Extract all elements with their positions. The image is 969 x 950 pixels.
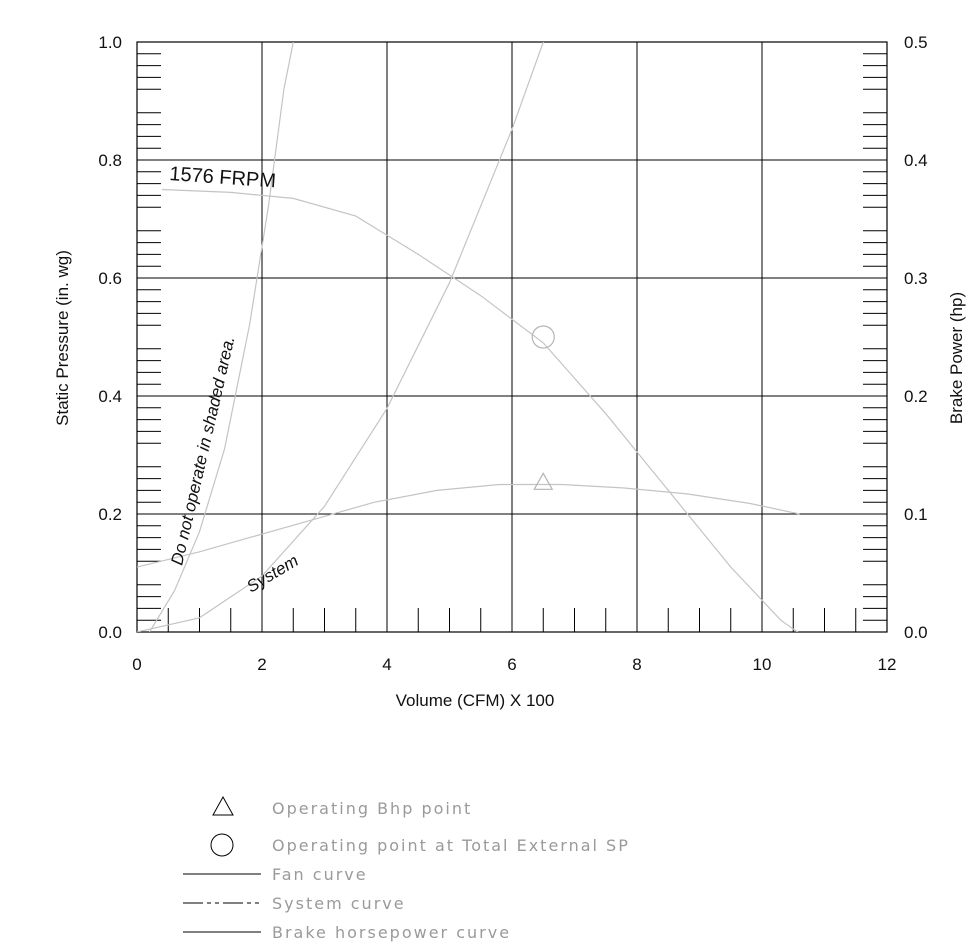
y-tick-label: 0.6 bbox=[98, 269, 122, 288]
legend-label-system-curve: System curve bbox=[272, 894, 406, 913]
fan-curve-label: 1576 FRPM bbox=[169, 163, 277, 192]
series-group bbox=[137, 42, 800, 632]
y2-tick-label: 0.2 bbox=[904, 387, 928, 406]
triangle-icon bbox=[212, 795, 234, 816]
y-tick-label: 0.8 bbox=[98, 151, 122, 170]
circle-icon bbox=[210, 833, 234, 857]
y2-tick-label: 0.1 bbox=[904, 505, 928, 524]
y-tick-label: 0.2 bbox=[98, 505, 122, 524]
y2-tick-label: 0.3 bbox=[904, 269, 928, 288]
x-tick-label: 8 bbox=[632, 655, 641, 674]
legend-label-fan-curve: Fan curve bbox=[272, 865, 368, 884]
y-axis-label: Static Pressure (in. wg) bbox=[53, 250, 72, 426]
operating-bhp-marker bbox=[533, 472, 554, 490]
tick-labels: 0 2 4 6 8 10 12 0.0 0.2 0.4 0.6 0.8 1.0 0.0 0.1 0.2 0.3 0… bbox=[98, 33, 927, 674]
shaded-area-warning: Do not operate in shaded area. bbox=[167, 334, 238, 567]
legend-label-operating-point: Operating point at Total External SP bbox=[272, 836, 630, 855]
y2-axis-label: Brake Power (hp) bbox=[947, 292, 966, 424]
minor-ticks bbox=[137, 53, 887, 632]
x-tick-label: 0 bbox=[132, 655, 141, 674]
y-tick-label: 0.4 bbox=[98, 387, 122, 406]
y2-tick-label: 0.5 bbox=[904, 33, 928, 52]
y2-tick-label: 0.0 bbox=[904, 623, 928, 642]
y-tick-label: 0.0 bbox=[98, 623, 122, 642]
x-tick-label: 12 bbox=[878, 655, 897, 674]
fan-curve-line bbox=[161, 188, 799, 632]
system-curve-line bbox=[137, 42, 544, 632]
x-tick-label: 6 bbox=[507, 655, 516, 674]
legend-label-bhp-curve: Brake horsepower curve bbox=[272, 923, 511, 942]
do-not-operate-boundary-line bbox=[148, 42, 294, 632]
x-tick-label: 10 bbox=[753, 655, 772, 674]
operating-point-marker bbox=[531, 325, 555, 349]
y-tick-label: 1.0 bbox=[98, 33, 122, 52]
x-tick-label: 4 bbox=[382, 655, 391, 674]
legend: Operating Bhp point Operating point at T… bbox=[183, 795, 630, 942]
x-tick-label: 2 bbox=[257, 655, 266, 674]
grid-layer bbox=[137, 42, 887, 632]
brake-horsepower-curve-line bbox=[137, 483, 800, 568]
legend-label-bhp-point: Operating Bhp point bbox=[272, 799, 472, 818]
x-axis-label: Volume (CFM) X 100 bbox=[396, 691, 555, 710]
plot-frame bbox=[136, 41, 888, 633]
system-curve-label: System bbox=[243, 551, 301, 596]
y2-tick-label: 0.4 bbox=[904, 151, 928, 170]
series-layer bbox=[137, 42, 800, 632]
